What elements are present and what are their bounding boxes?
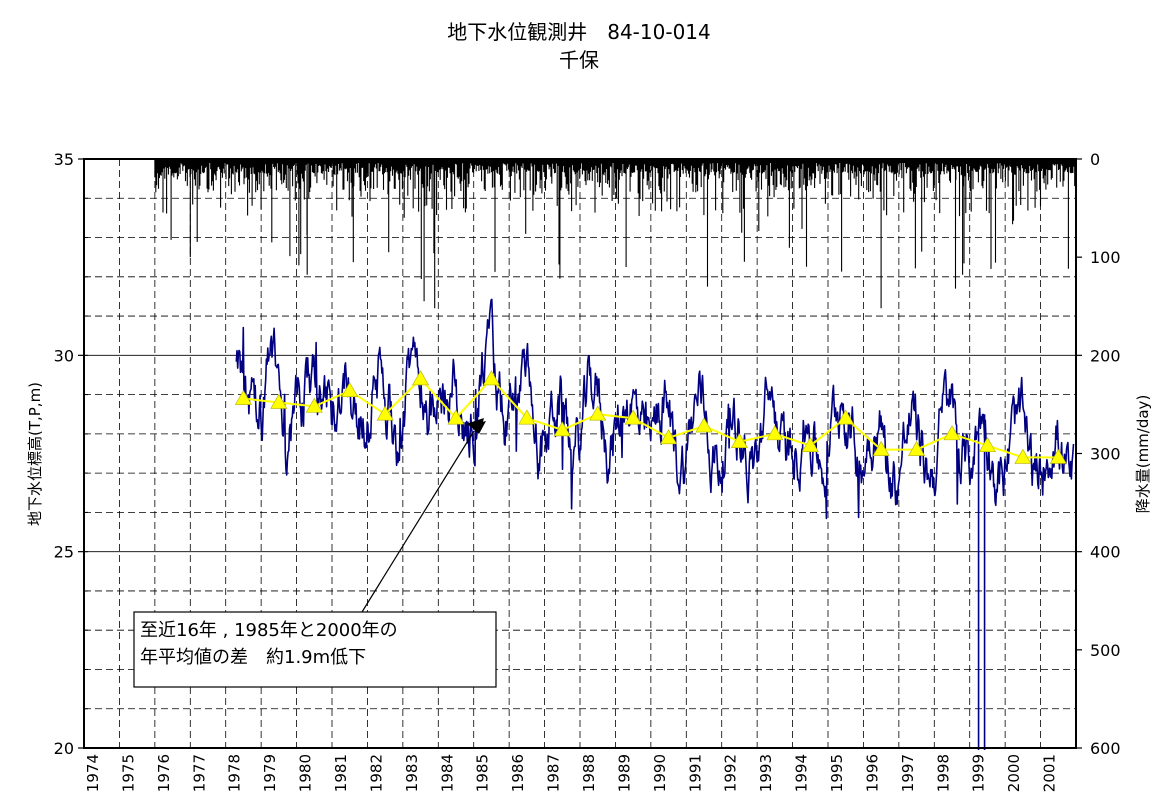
rainfall-series	[154, 159, 1077, 309]
x-tick-label: 1974	[84, 754, 102, 792]
x-tick-label: 1980	[297, 754, 315, 792]
x-tick-label: 1984	[438, 754, 456, 792]
annual-mean-point	[766, 425, 784, 441]
chart-title: 地下水位観測井 84-10-014	[447, 20, 711, 44]
x-tick-label: 1975	[119, 754, 137, 792]
x-tick-label: 1994	[793, 754, 811, 792]
x-tick-label: 1995	[828, 754, 846, 792]
y2-tick-label: 600	[1090, 739, 1121, 758]
annual-mean-point	[872, 440, 890, 456]
x-tick-label: 1981	[332, 754, 350, 792]
y2-tick-label: 0	[1090, 150, 1100, 169]
grid	[84, 159, 1076, 748]
x-tick-label: 1992	[722, 754, 740, 792]
x-tick-label: 1988	[580, 754, 598, 792]
annual-mean-point	[1014, 448, 1032, 464]
groundwater-line	[235, 298, 1075, 520]
chart-subtitle: 千保	[559, 48, 599, 72]
annual-mean-point	[518, 409, 536, 425]
x-tick-label: 1985	[474, 754, 492, 792]
rainfall-baseline	[154, 159, 1076, 163]
annual-mean-point	[801, 437, 819, 452]
annual-mean-point	[305, 397, 323, 413]
x-tick-label: 1999	[970, 754, 988, 792]
annual-mean-point	[624, 409, 642, 425]
annual-mean-point	[553, 421, 571, 437]
annual-mean-point	[234, 389, 252, 405]
x-tick-label: 1993	[757, 754, 775, 792]
annual-mean-point	[837, 409, 855, 425]
annotation-line-1: 至近16年 , 1985年と2000年の	[140, 620, 398, 641]
y2-tick-label: 500	[1090, 641, 1121, 660]
annotation-line-2: 年平均値の差 約1.9m低下	[140, 647, 366, 668]
annual-mean-point	[908, 440, 926, 456]
annual-mean-point	[341, 382, 359, 397]
x-tick-label: 1976	[155, 754, 173, 792]
annual-mean-series	[234, 370, 1067, 464]
annual-mean-point	[447, 409, 465, 425]
x-tick-label: 1998	[934, 754, 952, 792]
annual-mean-point	[482, 370, 500, 386]
annual-mean-line	[243, 377, 1059, 459]
axes: 20 25 30 35 0 100 200 300 400 500 600 1974 1975 1976 1…	[54, 150, 1121, 792]
x-tick-label: 1979	[261, 754, 279, 792]
annual-mean-point	[660, 429, 678, 445]
y-axis-label: 地下水位標高(T,P,m)	[26, 382, 44, 526]
annual-mean-point	[695, 417, 713, 433]
x-tick-label: 2000	[1005, 754, 1023, 792]
annual-mean-point	[978, 437, 996, 452]
annotation-arrow-line	[361, 430, 475, 613]
annual-mean-point	[376, 405, 394, 421]
x-tick-label: 1982	[367, 754, 385, 792]
y2-axis-label: 降水量(mm/day)	[1134, 395, 1152, 514]
x-tick-label: 1997	[899, 754, 917, 792]
x-tick-label: 1996	[863, 754, 881, 792]
x-tick-label: 1983	[403, 754, 421, 792]
x-tick-label: 1991	[686, 754, 704, 792]
annual-mean-point	[412, 370, 430, 386]
x-tick-label: 1977	[190, 754, 208, 792]
y2-tick-label: 400	[1090, 543, 1121, 562]
x-tick-label: 1986	[509, 754, 527, 792]
x-tick-label: 2001	[1041, 754, 1059, 792]
x-tick-label: 1987	[545, 754, 563, 792]
groundwater-drop	[977, 414, 986, 750]
y2-tick-label: 200	[1090, 346, 1121, 365]
groundwater-series	[235, 298, 1075, 750]
annual-mean-point	[1049, 448, 1067, 464]
y-tick-label: 35	[54, 150, 74, 169]
y-tick-label: 25	[54, 543, 74, 562]
x-tick-label: 1978	[226, 754, 244, 792]
x-tick-label: 1989	[615, 754, 633, 792]
x-tick-label: 1990	[651, 754, 669, 792]
y-tick-label: 30	[54, 346, 74, 365]
annual-mean-point	[730, 433, 748, 449]
y2-tick-label: 300	[1090, 445, 1121, 464]
annotation: 至近16年 , 1985年と2000年の 年平均値の差 約1.9m低下	[133, 418, 497, 688]
y-tick-label: 20	[54, 739, 74, 758]
annual-mean-point	[589, 405, 607, 421]
annotation-box	[133, 611, 497, 688]
y2-tick-label: 100	[1090, 248, 1121, 267]
annual-mean-point	[943, 425, 961, 441]
annual-mean-point	[270, 393, 288, 409]
annotation-marker	[466, 418, 484, 432]
